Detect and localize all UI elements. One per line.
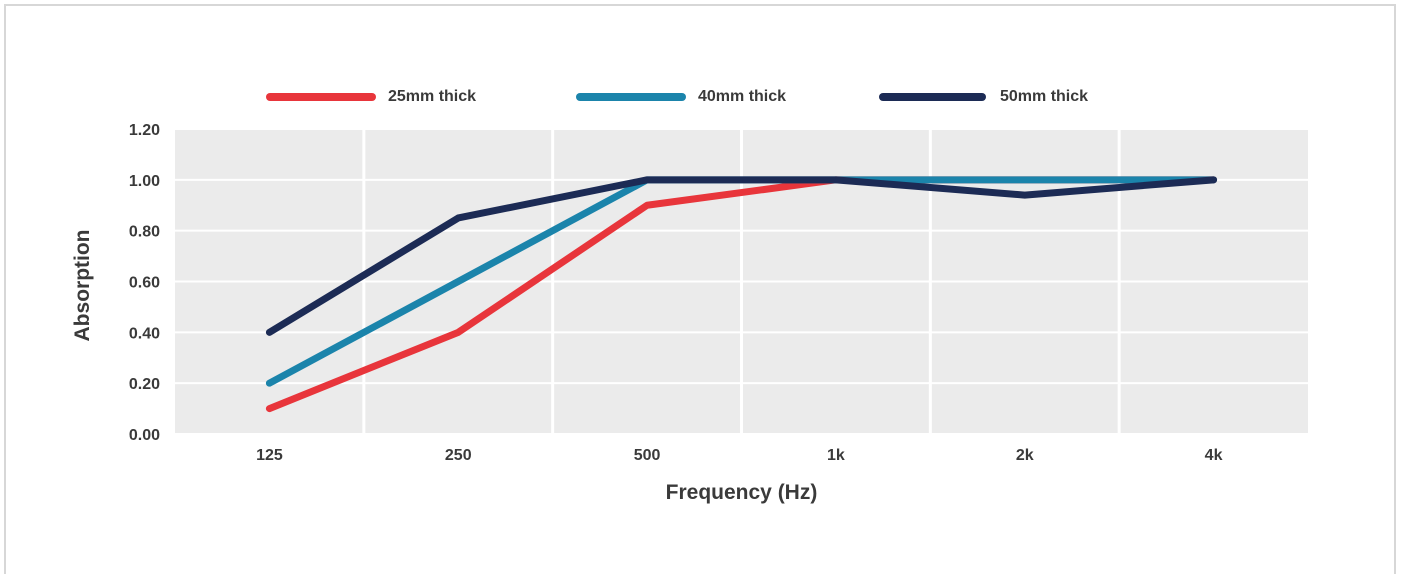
x-tick-label: 250 [445, 447, 472, 464]
legend-label: 40mm thick [698, 88, 786, 105]
chart-frame [4, 4, 1396, 574]
x-tick-label: 1k [827, 447, 845, 464]
x-tick-label: 2k [1016, 447, 1034, 464]
legend-label: 25mm thick [388, 88, 476, 105]
series-lines [265, 176, 1218, 413]
legend-item: 40mm thick [576, 88, 786, 105]
x-tick-label: 4k [1205, 447, 1223, 464]
legend-item: 25mm thick [266, 88, 476, 105]
y-tick-label: 0.00 [129, 427, 160, 444]
x-axis-ticks: 125 250 500 1k 2k 4k [256, 447, 1223, 464]
y-axis-ticks: 0.00 0.20 0.40 0.60 0.80 1.00 1.20 [129, 122, 160, 444]
legend-item: 50mm thick [879, 88, 1088, 105]
y-tick-label: 1.00 [129, 173, 160, 190]
x-tick-label: 500 [634, 447, 661, 464]
y-tick-label: 0.40 [129, 325, 160, 342]
y-tick-label: 0.60 [129, 275, 160, 292]
legend: 25mm thick 40mm thick 50mm thick [266, 88, 1088, 105]
x-tick-label: 125 [256, 447, 283, 464]
y-tick-label: 0.20 [129, 376, 160, 393]
y-axis-title: Absorption [71, 230, 94, 342]
y-tick-label: 0.80 [129, 224, 160, 241]
x-axis-title: Frequency (Hz) [666, 481, 818, 504]
y-tick-label: 1.20 [129, 122, 160, 139]
legend-label: 50mm thick [1000, 88, 1088, 105]
series-line-50mm-thick [265, 176, 1218, 336]
